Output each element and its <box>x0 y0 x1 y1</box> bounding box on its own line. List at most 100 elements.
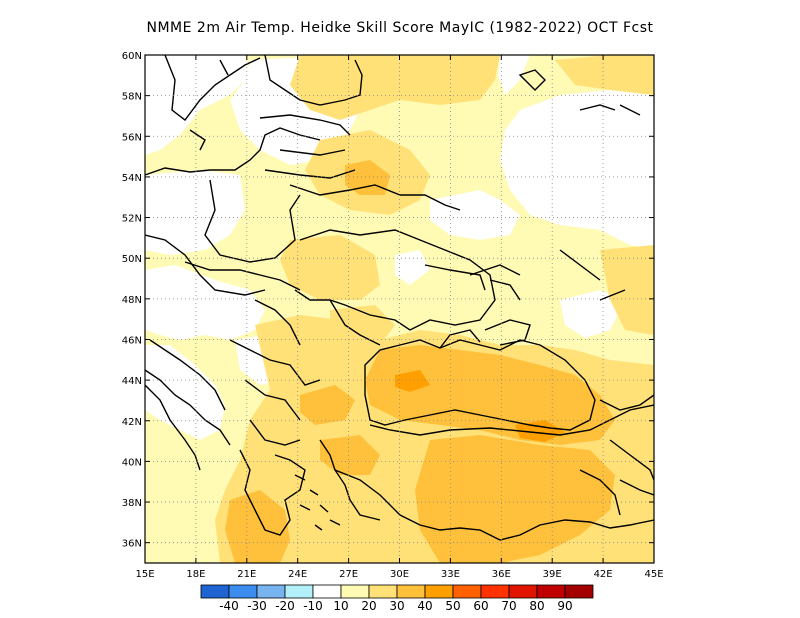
y-tick-label: 44N <box>122 376 142 387</box>
hungary-romania-border <box>254 299 381 346</box>
caucasus-border <box>599 394 654 481</box>
x-tick-label: 24E <box>288 569 307 580</box>
czech-slovakia-border <box>184 261 301 291</box>
dark-orange-bulgaria <box>300 385 355 425</box>
greece-coast <box>239 449 306 536</box>
colorbar-swatch <box>508 584 538 599</box>
colorbar-label: 40 <box>417 599 432 613</box>
x-tick-label: 30E <box>390 569 409 580</box>
colorbar-swatch <box>228 584 258 599</box>
colorbar-label: 50 <box>445 599 460 613</box>
orange-north-patch <box>555 55 654 95</box>
orange-russia-east <box>600 245 654 335</box>
white-central-europe <box>145 265 265 340</box>
x-tick-label: 21E <box>237 569 256 580</box>
y-tick-label: 58N <box>122 92 142 103</box>
darker-orange-patch <box>395 370 430 392</box>
ukraine-border <box>294 229 496 331</box>
skill-field <box>145 55 654 563</box>
y-tick-label: 52N <box>122 214 142 225</box>
colorbar-swatch <box>424 584 454 599</box>
black-sea-coast <box>364 339 596 431</box>
colorbar-label: 90 <box>557 599 572 613</box>
colorbar-swatch <box>284 584 314 599</box>
orange-ukraine-poland <box>280 235 380 300</box>
y-tick-label: 56N <box>122 132 142 143</box>
y-tick-label: 48N <box>122 295 142 306</box>
y-tick-label: 42N <box>122 417 142 428</box>
white-east-russia-2 <box>430 190 520 240</box>
y-axis-ticks: 36N 38N 40N 42N 44N 46N 48N 50N 52N 54N 56N 58N 60N <box>122 51 654 550</box>
adriatic-coast <box>145 339 231 446</box>
x-tick-label: 42E <box>594 569 613 580</box>
colorbar-label: 10 <box>333 599 348 613</box>
darker-orange-patch-2 <box>515 420 565 442</box>
y-tick-label: 40N <box>122 457 142 468</box>
north-lakes <box>518 69 641 116</box>
italy-coast <box>145 384 201 471</box>
russia-ukraine-east <box>424 264 521 301</box>
y-tick-label: 50N <box>122 254 142 265</box>
colorbar-swatch <box>564 584 594 599</box>
colorbar-label: 70 <box>501 599 516 613</box>
colorbar-label: -40 <box>219 599 239 613</box>
colorbar-label: -20 <box>275 599 295 613</box>
white-west-ukraine <box>395 250 430 285</box>
x-tick-label: 18E <box>186 569 205 580</box>
dark-orange-aegean <box>320 435 380 475</box>
x-tick-label: 15E <box>135 569 154 580</box>
white-east-russia <box>500 90 654 250</box>
russia-belarus-border <box>289 184 461 211</box>
aegean-islands <box>294 474 341 531</box>
colorbar-swatch <box>256 584 286 599</box>
finland-coast <box>264 55 363 106</box>
y-tick-label: 38N <box>122 498 142 509</box>
dark-orange-turkey <box>415 435 615 563</box>
dark-orange-greece <box>225 490 290 563</box>
colorbar-label: 30 <box>389 599 404 613</box>
colorbar-swatch <box>368 584 398 599</box>
colorbar-label: -30 <box>247 599 267 613</box>
colorbar-label: -10 <box>303 599 323 613</box>
east-borders <box>579 469 654 516</box>
colorbar-label: 60 <box>473 599 488 613</box>
colorbar-swatch <box>312 584 342 599</box>
x-tick-label: 36E <box>492 569 511 580</box>
scandinavia-coast <box>164 55 261 151</box>
white-russia-south <box>560 290 625 338</box>
y-tick-label: 54N <box>122 173 142 184</box>
map-title: NMME 2m Air Temp. Heidke Skill Score May… <box>146 20 654 36</box>
balkans-borders <box>229 339 321 446</box>
germany-border <box>145 234 266 296</box>
coastlines-borders <box>145 55 654 541</box>
y-tick-label: 46N <box>122 335 142 346</box>
poland-border <box>204 179 301 263</box>
y-tick-label: 60N <box>122 51 142 62</box>
orange-russia-band <box>290 55 500 120</box>
white-northeast <box>498 55 530 95</box>
turkey-aegean-coast <box>319 439 381 521</box>
x-tick-label: 27E <box>339 569 358 580</box>
turkey-south-coast <box>334 469 654 541</box>
x-tick-label: 39E <box>543 569 562 580</box>
colorbar-swatch <box>396 584 426 599</box>
graticule <box>145 55 654 563</box>
crimea <box>439 329 481 349</box>
colorbar-label: 80 <box>529 599 544 613</box>
x-tick-label: 33E <box>441 569 460 580</box>
colorbar-swatch <box>452 584 482 599</box>
colorbar-swatch <box>340 584 370 599</box>
x-tick-label: 45E <box>644 569 663 580</box>
gulf-finland <box>259 114 351 136</box>
colorbar-swatch <box>536 584 566 599</box>
white-germany <box>145 170 245 255</box>
colorbar-swatch <box>200 584 230 599</box>
x-axis-ticks: 15E 18E 21E 24E 27E 30E 33E 36E 39E 42E 45E <box>135 55 664 580</box>
colorbar-swatch <box>480 584 510 599</box>
white-italy <box>145 345 225 440</box>
turkey-north-coast <box>369 404 654 436</box>
colorbar: -40 -30 -20 -10 10 20 30 40 50 60 70 80 90 <box>200 584 594 613</box>
russia-east-rivers <box>469 249 626 301</box>
y-tick-label: 36N <box>122 539 142 550</box>
